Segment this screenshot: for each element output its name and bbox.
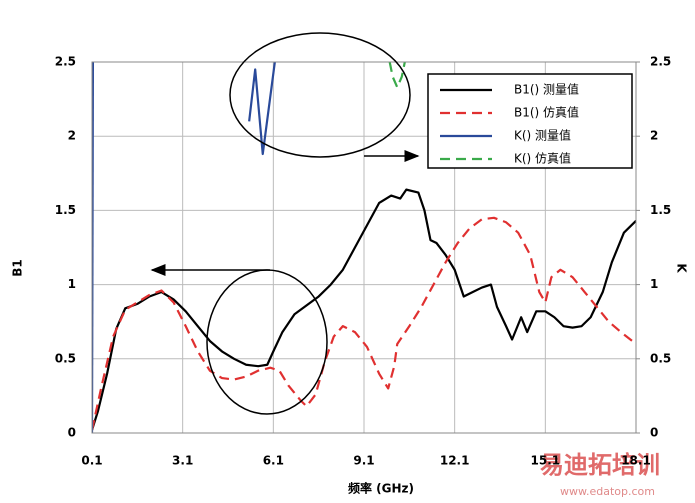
x-axis-label: 频率 (GHz) [348, 481, 414, 496]
y2-axis-label: K [675, 263, 689, 273]
x-tick-label: 18.1 [621, 454, 651, 468]
x-tick-label: 15.1 [531, 454, 561, 468]
series-line [92, 216, 636, 431]
y2-tick-label: 0.5 [650, 351, 671, 365]
annotation-ellipse [229, 32, 411, 158]
y-tick-label: 0.5 [55, 351, 76, 365]
x-tick-label: 3.1 [172, 454, 193, 468]
legend-label: K() 仿真值 [514, 151, 571, 166]
plot-frame [91, 61, 637, 434]
legend-label: B1() 仿真值 [514, 105, 579, 120]
y-tick-label: 1 [68, 277, 76, 291]
y-tick-label: 1.5 [55, 203, 76, 217]
x-tick-label: 12.1 [440, 454, 470, 468]
series-line [388, 62, 406, 89]
series-line [92, 188, 636, 431]
x-tick-label: 6.1 [263, 454, 284, 468]
series-line [248, 62, 276, 156]
x-tick-label: 0.1 [81, 454, 102, 468]
x-tick-label: 9.1 [353, 454, 374, 468]
y2-tick-label: 2.5 [650, 55, 671, 69]
watermark-url: www.edatop.com [560, 485, 655, 498]
annotation-ellipse [206, 269, 328, 415]
y-tick-label: 0 [68, 426, 76, 440]
y2-tick-label: 1 [650, 277, 658, 291]
y2-tick-label: 0 [650, 426, 658, 440]
watermark-title: 易迪拓培训 [540, 451, 660, 479]
y-tick-label: 2 [68, 129, 76, 143]
y-tick-label: 2.5 [55, 55, 76, 69]
y2-tick-label: 1.5 [650, 203, 671, 217]
y-axis-label: B1 [11, 259, 25, 277]
legend-label: K() 测量值 [514, 128, 571, 143]
legend-label: B1() 测量值 [514, 82, 579, 97]
y2-tick-label: 2 [650, 129, 658, 143]
